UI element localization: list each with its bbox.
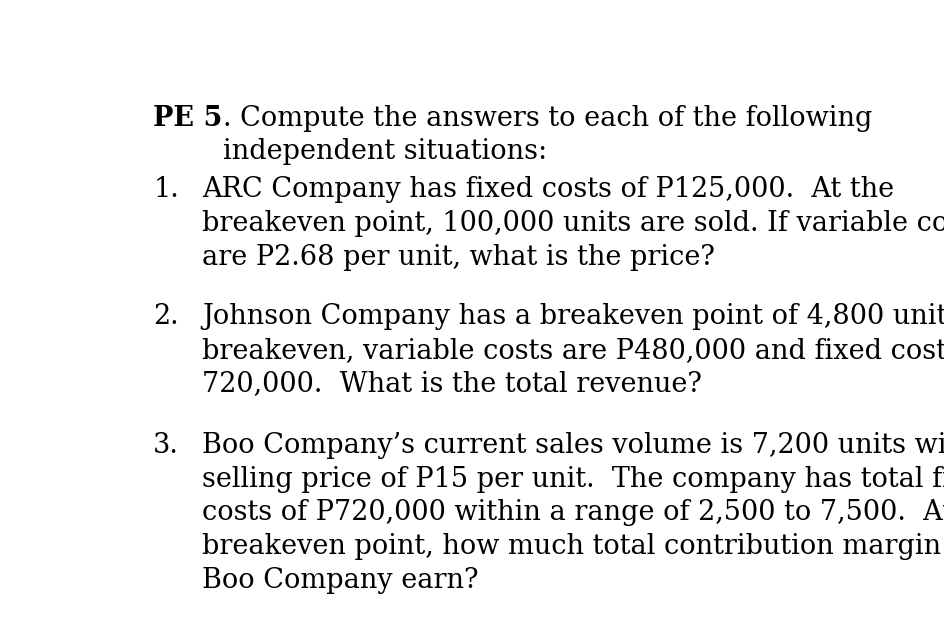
Text: 720,000.  What is the total revenue?: 720,000. What is the total revenue? (202, 370, 701, 397)
Text: breakeven point, how much total contribution margin does: breakeven point, how much total contribu… (202, 533, 944, 560)
Text: breakeven point, 100,000 units are sold. If variable costs: breakeven point, 100,000 units are sold.… (202, 210, 944, 237)
Text: 1.: 1. (153, 176, 178, 204)
Text: Boo Company’s current sales volume is 7,200 units with: Boo Company’s current sales volume is 7,… (202, 432, 944, 459)
Text: 3.: 3. (153, 432, 179, 459)
Text: breakeven, variable costs are P480,000 and fixed costs are: breakeven, variable costs are P480,000 a… (202, 337, 944, 364)
Text: PE 5: PE 5 (153, 104, 223, 131)
Text: ARC Company has fixed costs of P125,000.  At the: ARC Company has fixed costs of P125,000.… (202, 176, 894, 204)
Text: . Compute the answers to each of the following: . Compute the answers to each of the fol… (223, 104, 871, 131)
Text: independent situations:: independent situations: (223, 138, 547, 166)
Text: costs of P720,000 within a range of 2,500 to 7,500.  At: costs of P720,000 within a range of 2,50… (202, 499, 944, 526)
Text: are P2.68 per unit, what is the price?: are P2.68 per unit, what is the price? (202, 244, 715, 271)
Text: Johnson Company has a breakeven point of 4,800 units.  At: Johnson Company has a breakeven point of… (202, 303, 944, 330)
Text: 2.: 2. (153, 303, 178, 330)
Text: Boo Company earn?: Boo Company earn? (202, 567, 479, 594)
Text: selling price of P15 per unit.  The company has total fixed: selling price of P15 per unit. The compa… (202, 466, 944, 493)
